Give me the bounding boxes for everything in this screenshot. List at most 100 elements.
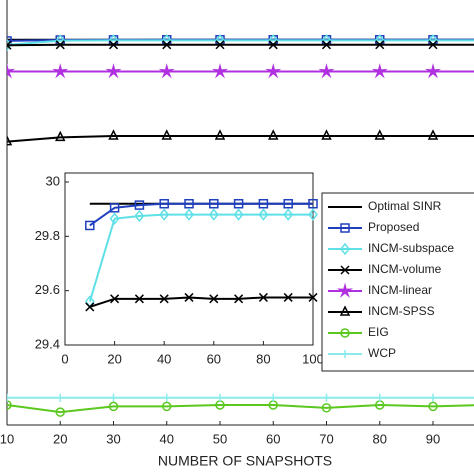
y-tick-label: 29.6: [35, 282, 60, 297]
marker: [108, 40, 119, 50]
series-line: [7, 134, 474, 143]
marker: [184, 292, 194, 302]
marker: [7, 134, 13, 146]
marker: [427, 129, 439, 140]
marker: [428, 40, 438, 50]
marker: [158, 63, 175, 79]
marker: [110, 294, 120, 304]
marker: [134, 200, 145, 210]
marker: [184, 198, 194, 209]
marker: [162, 393, 171, 402]
legend-label: INCM-volume: [368, 262, 442, 276]
marker: [258, 292, 268, 302]
marker: [209, 198, 219, 209]
marker: [134, 294, 144, 304]
y-tick-label: 29.8: [35, 228, 60, 243]
marker: [161, 401, 172, 412]
marker: [108, 401, 119, 412]
x-tick-label: 60: [207, 351, 221, 366]
marker: [321, 403, 332, 413]
marker: [215, 393, 224, 402]
marker: [308, 208, 318, 221]
marker: [134, 209, 145, 223]
marker: [340, 223, 350, 233]
x-tick-label: 0: [61, 351, 68, 366]
legend-label: Optimal SINR: [368, 199, 442, 213]
x-tick-label: 100: [302, 351, 324, 366]
marker: [233, 208, 244, 221]
marker: [308, 198, 318, 209]
main-plot: 10 20 30 40 50 60 70 80 90: [0, 0, 474, 446]
y-tick-label: 29.4: [35, 336, 60, 351]
marker: [283, 208, 294, 221]
legend-label: WCP: [368, 346, 396, 360]
marker: [308, 292, 318, 302]
x-tick-label: 20: [107, 351, 121, 366]
marker: [109, 393, 118, 402]
marker: [424, 63, 442, 79]
series-line: [89, 296, 313, 308]
legend: Optimal SINR Proposed INCM-subspace INCM-vo…: [321, 192, 474, 372]
x-tick-label: 50: [213, 431, 227, 446]
x-tick-label: 40: [157, 351, 171, 366]
marker: [233, 198, 244, 209]
marker: [269, 393, 278, 402]
marker: [109, 203, 120, 213]
marker: [55, 130, 66, 142]
marker: [159, 198, 169, 209]
legend-label: EIG: [368, 325, 389, 339]
marker: [161, 129, 172, 140]
marker: [211, 63, 229, 79]
marker: [268, 129, 279, 140]
x-tick-label: 80: [256, 351, 270, 366]
legend-label: INCM-SPSS: [368, 304, 435, 318]
marker: [268, 40, 278, 50]
marker: [258, 198, 269, 209]
marker: [109, 212, 120, 225]
x-tick-label: 40: [160, 431, 174, 446]
marker: [341, 350, 349, 358]
x-tick-label: 20: [53, 431, 67, 446]
legend-label: Proposed: [368, 220, 419, 234]
x-tick-label: 70: [319, 431, 333, 446]
marker: [105, 63, 122, 79]
series-line: [7, 43, 474, 47]
marker: [234, 294, 244, 304]
marker: [55, 407, 65, 417]
marker: [56, 393, 65, 402]
marker: [283, 292, 293, 302]
marker: [258, 208, 269, 221]
marker: [108, 129, 119, 140]
marker: [85, 302, 95, 312]
marker: [162, 40, 172, 50]
marker: [7, 40, 12, 50]
marker: [374, 129, 385, 140]
x-tick-label: 90: [426, 431, 440, 446]
inset-frame: [64, 172, 314, 346]
series-line: [7, 39, 474, 46]
series-group: [7, 34, 474, 417]
legend-box: [321, 192, 474, 372]
series-line: [89, 202, 313, 227]
marker: [339, 305, 351, 316]
marker: [340, 265, 350, 275]
x-tick-label: 60: [266, 431, 280, 446]
marker: [159, 208, 170, 221]
marker: [340, 328, 350, 338]
marker: [215, 40, 225, 50]
marker: [159, 294, 169, 304]
marker: [375, 40, 385, 50]
x-tick-label: 80: [373, 431, 387, 446]
legend-label: INCM-linear: [368, 283, 432, 297]
marker: [7, 63, 16, 79]
x-axis-label: NUMBER OF SNAPSHOTS: [158, 453, 332, 469]
marker: [52, 63, 69, 79]
series-line: [88, 213, 313, 302]
series-group: [84, 198, 318, 312]
x-tick-label: 30: [106, 431, 120, 446]
inset-plot: 0 20 40 60 80 100 29.4 29.6 29.8 30: [35, 172, 324, 366]
marker: [321, 40, 332, 50]
marker: [428, 401, 438, 412]
marker: [318, 63, 335, 79]
